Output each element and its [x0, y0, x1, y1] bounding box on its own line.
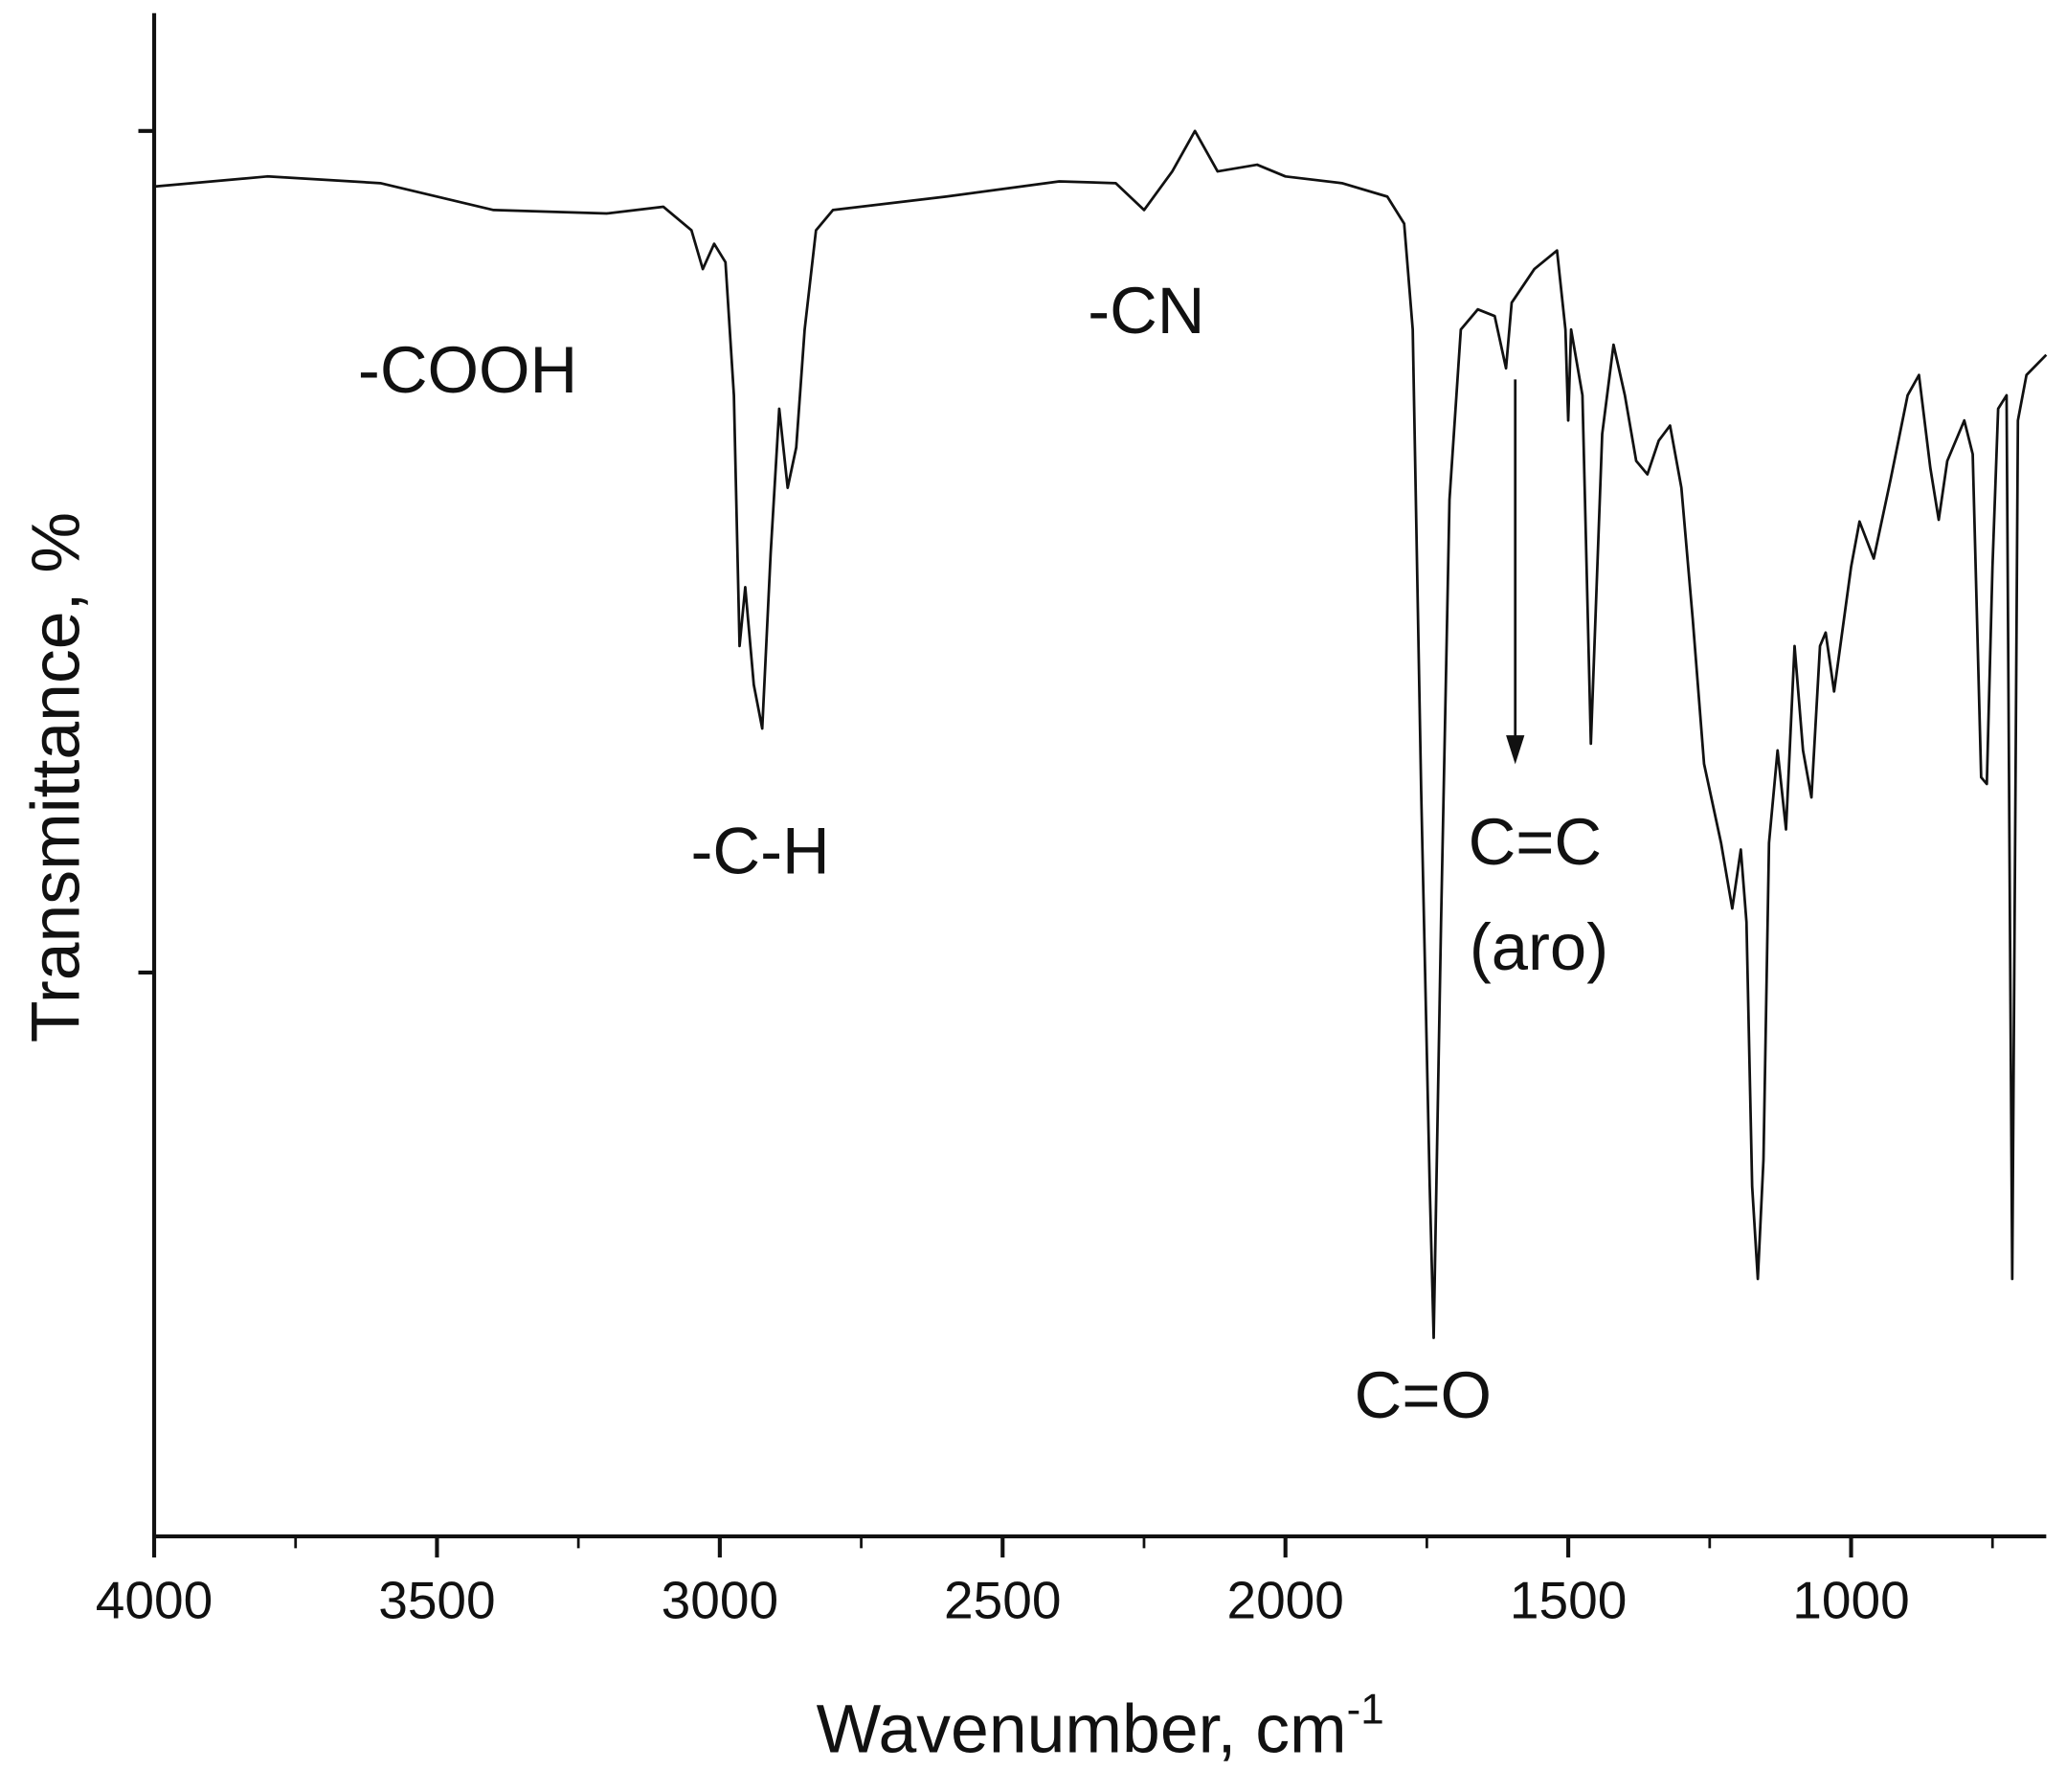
annotation: C=C — [1469, 805, 1603, 879]
annotation: -CN — [1088, 274, 1204, 347]
x-tick-label: 1000 — [1792, 1570, 1909, 1629]
arrow-head — [1506, 735, 1525, 765]
y-axis-label: Transmittance, % — [18, 512, 95, 1042]
x-tick-label: 4000 — [96, 1570, 213, 1629]
x-tick-label: 3000 — [662, 1570, 778, 1629]
annotation: -C-H — [691, 815, 830, 888]
annotation: C=O — [1355, 1358, 1492, 1432]
annotation: (aro) — [1470, 910, 1608, 984]
x-tick-label: 1500 — [1510, 1570, 1627, 1629]
spectrum-line — [153, 129, 2048, 1339]
x-tick-label: 3500 — [378, 1570, 495, 1629]
annotation: -COOH — [358, 333, 577, 407]
x-axis-label-text: Wavenumber, cm — [817, 1691, 1347, 1768]
x-axis-label-sup: -1 — [1347, 1686, 1384, 1733]
x-axis-label: Wavenumber, cm-1 — [817, 1686, 1384, 1767]
x-tick-label: 2500 — [944, 1570, 1061, 1629]
x-tick-label: 2000 — [1226, 1570, 1343, 1629]
